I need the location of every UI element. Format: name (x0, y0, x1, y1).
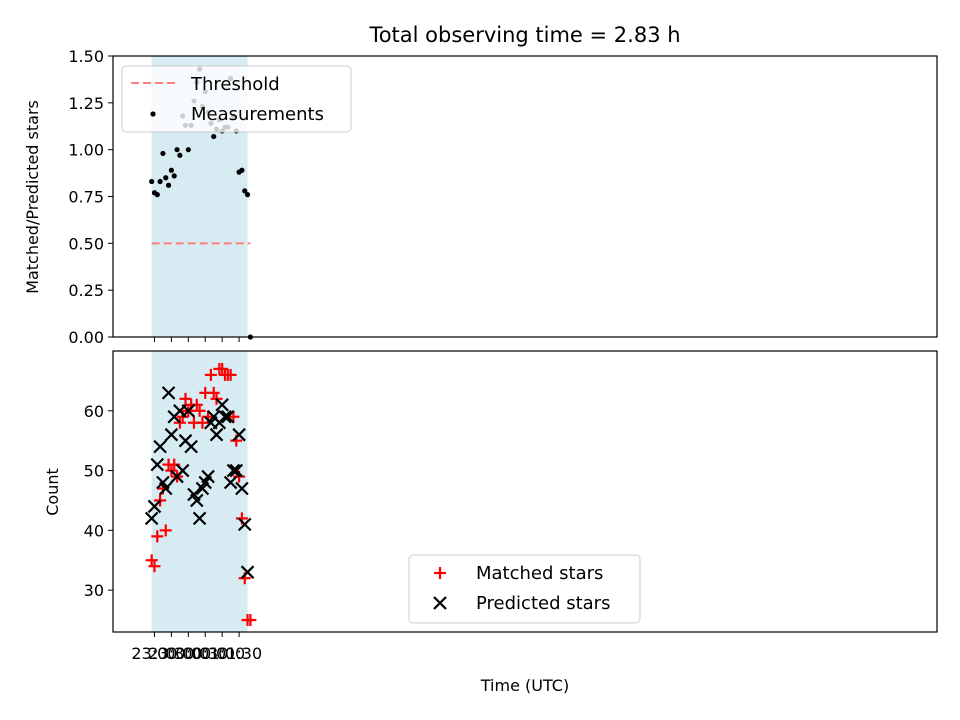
matched-star-point (244, 614, 257, 627)
predicted-star-point (221, 409, 235, 424)
predicted-star-point (147, 499, 162, 514)
predicted-star-point (192, 511, 207, 526)
predicted-star-point (158, 481, 173, 496)
x-axis-label: Time (UTC) (480, 676, 569, 695)
matched-star-point (224, 368, 237, 381)
legend-matched-label: Matched stars (476, 563, 603, 584)
bottom-legend: Matched stars Predicted stars (408, 554, 641, 624)
predicted-star-point (218, 409, 232, 424)
bottom-x-tick-label: 00:00 (165, 644, 211, 663)
top-x-ticks (153, 337, 240, 342)
matched-star-point (207, 386, 220, 399)
bottom-plot-frame (112, 350, 938, 633)
matched-stars-points (145, 362, 257, 627)
figure-title: Total observing time = 2.83 h (368, 23, 680, 47)
bottom-x-tick-label: 00:30 (182, 644, 228, 663)
top-y-tick-label: 0.50 (68, 234, 104, 253)
top-y-tick-label: 1.00 (68, 141, 104, 160)
bottom-legend-box (408, 554, 641, 624)
matched-star-point (216, 362, 229, 375)
bottom-x-tick-label: 01:00 (199, 644, 245, 663)
matched-star-point (196, 416, 209, 429)
bottom-y-tick-label: 60 (84, 402, 104, 421)
top-y-axis: 0.00 0.25 0.50 0.75 1.00 1.25 1.50 (68, 47, 113, 347)
top-plot-frame (112, 55, 938, 338)
predicted-star-point (190, 493, 204, 508)
predicted-star-point (161, 386, 176, 400)
top-legend-box (121, 65, 352, 133)
top-y-tick-label: 0.00 (68, 328, 104, 347)
measurement-point (160, 150, 166, 157)
matched-star-point (151, 530, 164, 543)
bottom-x-tick-label: 23:00 (131, 644, 177, 663)
top-y-label: Matched/Predicted stars (23, 100, 42, 294)
predicted-star-point (201, 469, 215, 484)
bottom-y-tick-label: 30 (84, 581, 104, 600)
measurement-point (157, 178, 163, 185)
measurement-point (154, 192, 160, 198)
predicted-star-point (164, 427, 179, 442)
measurement-point (171, 173, 177, 179)
measurement-point (242, 188, 248, 194)
top-y-tick-label: 1.50 (68, 47, 104, 66)
measurement-point (211, 133, 217, 140)
bottom-x-tick-label: 01:30 (216, 644, 262, 663)
legend-predicted-label: Predicted stars (476, 593, 610, 614)
predicted-star-point (150, 457, 165, 472)
bottom-y-tick-label: 40 (84, 521, 104, 540)
predicted-star-point (232, 427, 246, 442)
predicted-stars-points (144, 386, 255, 579)
predicted-star-point (175, 463, 190, 478)
matched-star-point (145, 554, 158, 567)
predicted-star-point (229, 463, 244, 478)
legend-measurements-swatch (150, 111, 156, 117)
matched-star-point (204, 368, 217, 381)
measurement-point (149, 178, 155, 185)
predicted-star-point (184, 439, 198, 454)
predicted-star-point (215, 398, 229, 412)
measurement-point (244, 192, 251, 198)
predicted-star-point (237, 517, 252, 532)
measurement-point (165, 182, 172, 188)
legend-threshold-label: Threshold (190, 74, 280, 95)
top-y-tick-label: 0.25 (68, 281, 104, 300)
measurement-point (174, 147, 180, 153)
legend-matched-swatch (434, 567, 446, 579)
measurement-point (168, 167, 174, 173)
predicted-star-point (209, 427, 224, 442)
matched-star-point (227, 410, 240, 423)
predicted-star-point (226, 463, 241, 478)
bottom-x-tick-label: 23:30 (148, 644, 194, 663)
predicted-star-point (235, 481, 249, 496)
measurement-point (163, 175, 169, 181)
measurement-point (177, 152, 183, 158)
top-legend: Threshold Measurements (121, 65, 352, 133)
measurement-point (185, 147, 191, 153)
measurement-point (239, 167, 245, 173)
bottom-y-axis: 30 40 50 60 (84, 402, 113, 600)
top-y-tick-label: 0.75 (68, 188, 104, 207)
predicted-star-point (181, 404, 196, 418)
legend-measurements-label: Measurements (191, 104, 324, 125)
matched-star-point (159, 524, 172, 537)
top-y-tick-label: 1.25 (68, 94, 104, 113)
predicted-star-point (144, 511, 159, 526)
matched-star-point (148, 560, 161, 573)
predicted-star-point (223, 475, 238, 490)
bottom-y-label: Count (43, 468, 62, 516)
legend-predicted-swatch (433, 596, 447, 610)
predicted-star-point (240, 565, 255, 579)
bottom-y-tick-label: 50 (84, 462, 104, 481)
top-panel: 0.00 0.25 0.50 0.75 1.00 1.25 1.50 Matched/Pre… (23, 47, 938, 347)
predicted-star-point (153, 439, 167, 454)
matched-star-point (179, 392, 192, 405)
matched-star-point (193, 404, 206, 417)
